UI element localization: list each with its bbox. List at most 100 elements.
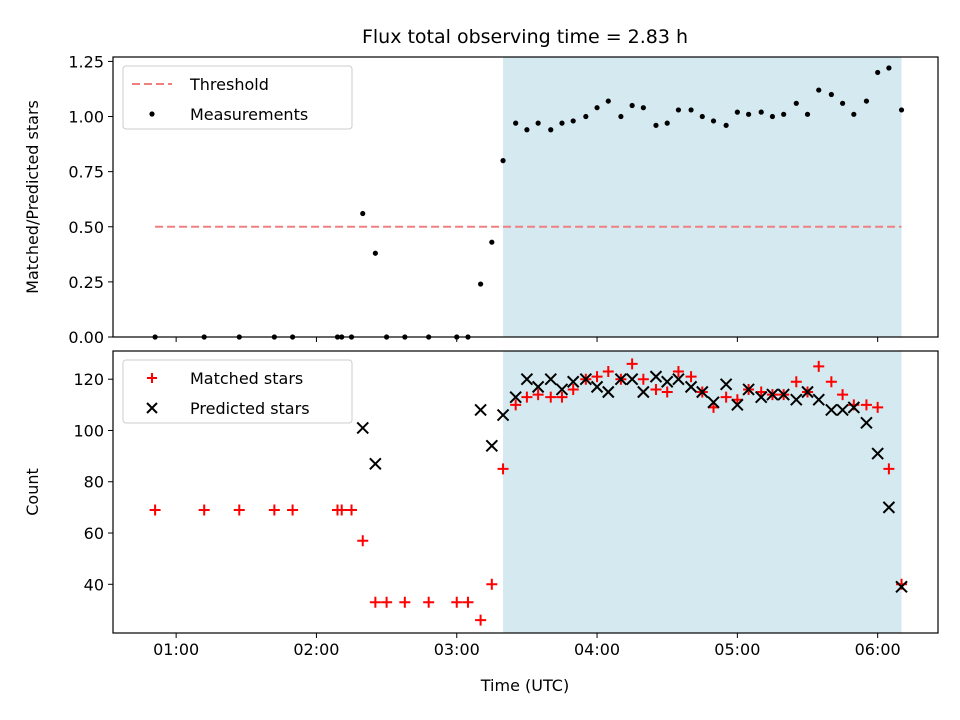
matched-stars-point xyxy=(860,399,872,411)
predicted-stars-point xyxy=(531,380,545,394)
measurements-point xyxy=(548,127,554,133)
legend-label: Threshold xyxy=(189,75,269,94)
measurements-point xyxy=(886,65,892,71)
matched-stars-point xyxy=(462,596,474,608)
y-axis-label: Count xyxy=(23,468,42,516)
legend-swatch xyxy=(149,111,155,117)
y-tick-label: 0.75 xyxy=(68,163,104,182)
y-tick-label: 1.00 xyxy=(68,108,104,127)
matched-stars-point xyxy=(790,376,802,388)
y-tick-label: 100 xyxy=(73,421,104,440)
matched-stars-point xyxy=(521,391,533,403)
predicted-stars-point xyxy=(509,390,522,404)
measurements-point xyxy=(745,111,752,117)
y-tick-label: 0.50 xyxy=(68,218,104,237)
predicted-stars-point xyxy=(602,385,615,399)
matched-stars-point xyxy=(486,578,498,590)
predicted-stars-point xyxy=(661,375,674,388)
matched-stars-point xyxy=(233,504,245,516)
matched-stars-point xyxy=(626,358,638,370)
predicted-stars-point xyxy=(684,380,698,394)
matched-stars-point xyxy=(451,596,463,608)
predicted-stars-point xyxy=(812,393,825,406)
y-tick-label: 120 xyxy=(73,370,104,389)
matched-stars-point xyxy=(556,391,568,403)
measurements-point xyxy=(699,113,705,120)
y-tick-label: 1.25 xyxy=(68,52,104,71)
measurements-point xyxy=(816,87,822,93)
axes-frame xyxy=(112,350,939,634)
measurements-point xyxy=(653,122,659,128)
predicted-stars-point xyxy=(649,370,663,383)
matched-stars-point xyxy=(720,391,732,403)
predicted-stars-point xyxy=(625,372,639,386)
predicted-stars-point xyxy=(637,385,650,399)
matched-stars-point xyxy=(423,596,435,608)
measurements-point xyxy=(535,120,541,126)
x-tick-label: 04:00 xyxy=(574,640,620,659)
matched-stars-point xyxy=(883,463,895,475)
measurements-point xyxy=(489,239,495,245)
matched-stars-point xyxy=(637,373,649,385)
measurements-point xyxy=(559,120,565,126)
x-tick-label: 03:00 xyxy=(434,640,480,659)
measurements-point xyxy=(583,113,589,120)
y-tick-label: 80 xyxy=(84,473,104,492)
y-tick-label: 0.25 xyxy=(68,273,104,292)
predicted-stars-point xyxy=(847,401,861,414)
measurements-point xyxy=(513,120,519,126)
measurements-point xyxy=(734,109,740,115)
y-tick-label: 0.00 xyxy=(68,328,104,347)
predicted-stars-point xyxy=(544,372,557,386)
measurements-point xyxy=(769,113,776,120)
matched-stars-point xyxy=(602,366,614,378)
legend-box xyxy=(122,359,353,424)
y-axis-label: Matched/Predicted stars xyxy=(23,100,42,294)
predicted-stars-point xyxy=(825,403,838,417)
matched-stars-point xyxy=(475,614,487,626)
legend-label: Predicted stars xyxy=(190,399,310,418)
measurements-point xyxy=(594,105,600,111)
x-axis-label: Time (UTC) xyxy=(480,676,569,695)
matched-stars-point xyxy=(369,596,381,608)
measurements-point xyxy=(875,69,881,76)
matched-stars-point xyxy=(685,371,697,383)
matched-stars-point xyxy=(825,376,837,388)
predicted-stars-point xyxy=(496,408,510,422)
matched-stars-point xyxy=(336,504,348,516)
matched-stars-point xyxy=(661,386,673,398)
predicted-stars-point xyxy=(836,403,849,417)
measurements-point xyxy=(675,107,682,113)
legend: Threshold Measurements xyxy=(122,65,353,130)
matched-stars-point xyxy=(650,383,662,395)
legend-label: Measurements xyxy=(190,105,308,124)
predicted-stars-point xyxy=(755,390,768,404)
measurements-point xyxy=(723,122,729,128)
measurements-point xyxy=(839,100,846,106)
predicted-stars-point xyxy=(566,375,580,388)
predicted-stars-point xyxy=(555,383,569,396)
matched-stars-point xyxy=(497,463,509,475)
predicted-stars-point xyxy=(895,580,908,594)
legend-box xyxy=(122,65,353,130)
measurements-point xyxy=(688,107,694,113)
x-tick-label: 06:00 xyxy=(855,640,901,659)
matched-stars-point xyxy=(591,371,603,383)
matched-stars-point xyxy=(672,366,684,378)
matched-stars-point xyxy=(545,391,557,403)
x-tick-label: 02:00 xyxy=(293,640,339,659)
y-tick-label: 60 xyxy=(84,524,104,543)
legend: Matched stars Predicted stars xyxy=(122,359,353,424)
measurements-point xyxy=(710,118,717,124)
matched-stars-point xyxy=(708,401,720,413)
measurements-point xyxy=(500,158,506,164)
matched-stars-point xyxy=(567,383,579,395)
predicted-stars-point xyxy=(369,457,382,471)
shaded-region xyxy=(503,351,902,633)
predicted-stars-point xyxy=(742,383,755,396)
x-tick-label: 01:00 xyxy=(153,640,199,659)
measurements-point xyxy=(664,120,670,126)
predicted-stars-point xyxy=(614,372,628,386)
measurements-point xyxy=(863,98,870,104)
predicted-stars-point xyxy=(766,388,779,401)
